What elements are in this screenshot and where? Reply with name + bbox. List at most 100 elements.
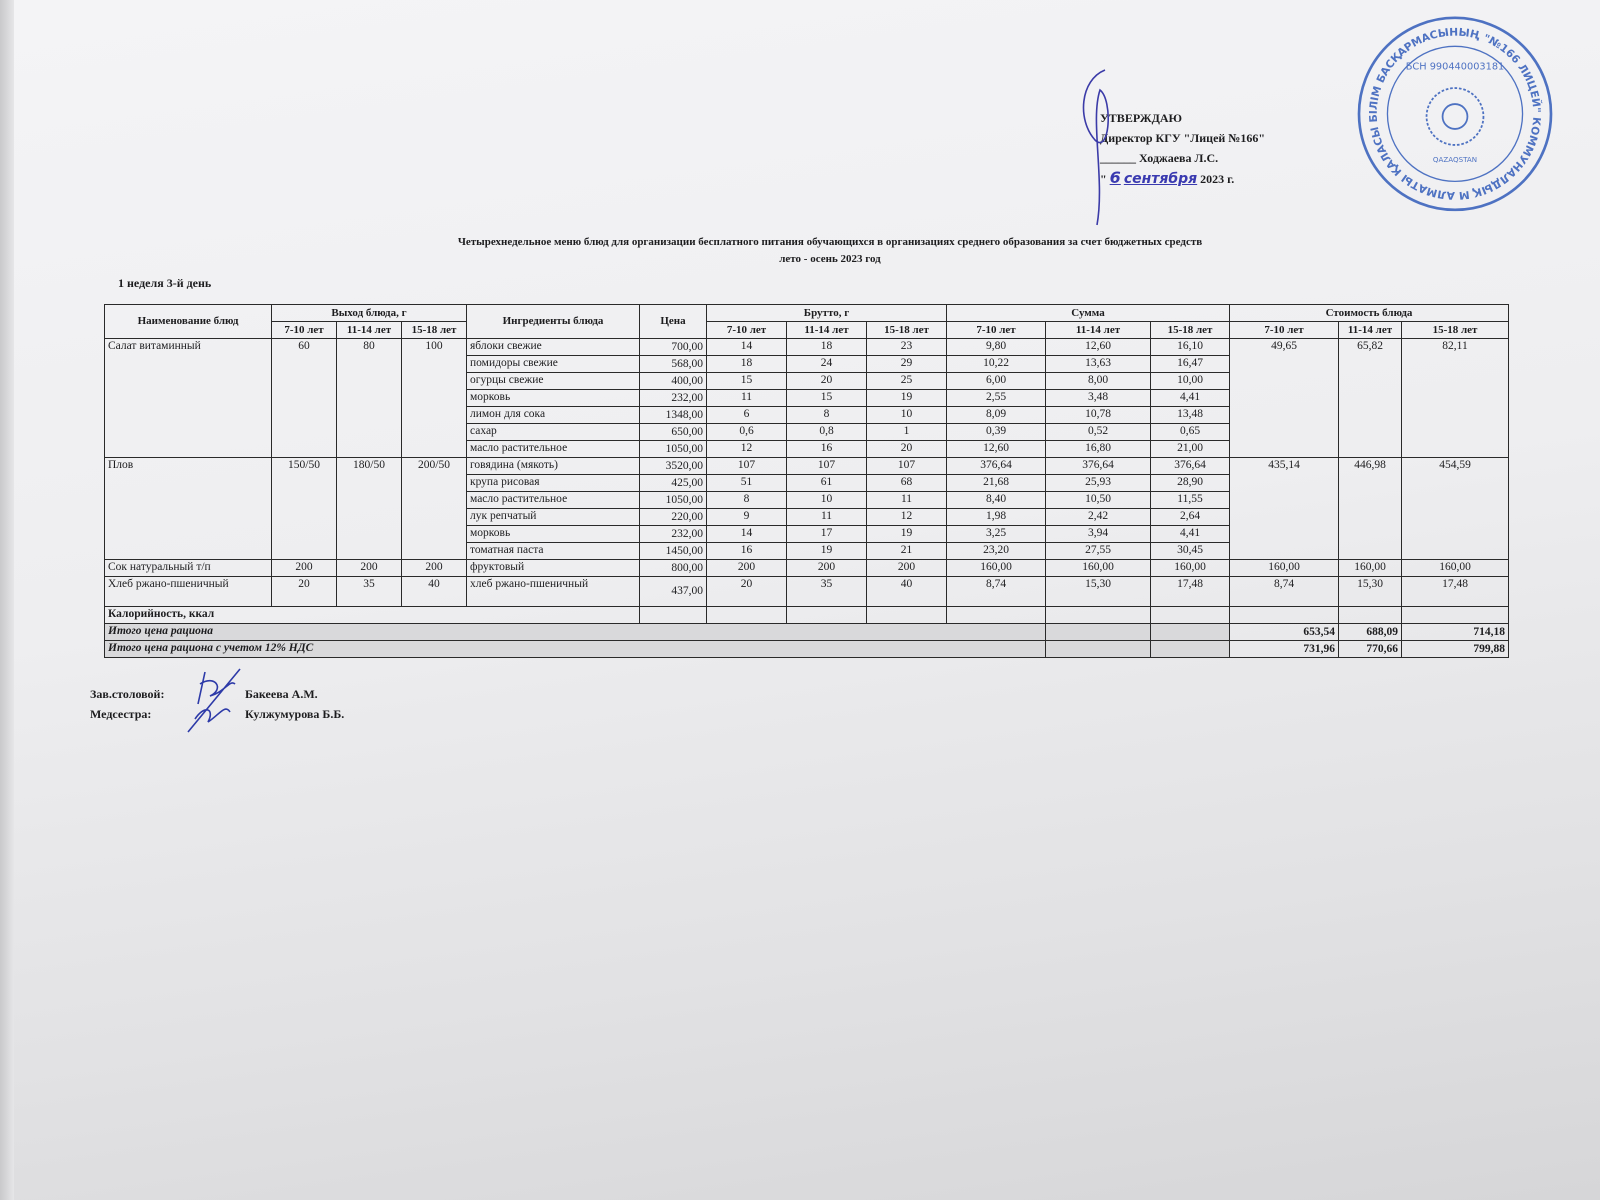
ingredient-brutto: 40 [866,576,947,607]
dish-output: 80 [336,338,402,458]
ingredient-price: 232,00 [639,389,707,407]
ingredient-sum: 15,30 [1045,576,1151,607]
total-vat-row-blank [1150,640,1230,658]
ingredient-sum: 25,93 [1045,474,1151,492]
ingredient-price: 568,00 [639,355,707,373]
dish-output: 200 [271,559,337,577]
ingredient-price: 232,00 [639,525,707,543]
table-row: помидоры свежие 568,00 18 24 29 10,22 13,63 16,… [105,355,1509,373]
dish-output: 200 [336,559,402,577]
ingredient-name: сахар [466,423,640,441]
total-vat-row-value: 799,88 [1401,640,1509,658]
dish-cost: 17,48 [1401,576,1509,607]
header-dish: Наименование блюд [104,304,272,339]
table-row: Хлеб ржано-пшеничный 20 35 40 хлеб ржано-пше… [104,576,1509,607]
header-age-cost: 11-14 лет [1338,321,1402,339]
ingredient-brutto: 200 [786,559,867,577]
total-vat-row-blank [1045,640,1151,658]
calories-cell [1401,606,1509,624]
document-title: Четырехнедельное меню блюд для организац… [100,234,1560,268]
ingredient-sum: 23,20 [946,542,1046,560]
dish-output: 20 [271,576,337,607]
dish-cost: 8,74 [1229,576,1339,607]
header-age-cost: 15-18 лет [1401,321,1509,339]
dish-output: 200/50 [401,457,467,560]
ingredient-sum: 4,41 [1150,525,1230,543]
total-row-value: 653,54 [1229,623,1339,641]
dish-output: 180/50 [336,457,402,560]
total-vat-row: Итого цена рациона с учетом 12% НДС 731,9… [104,640,1509,658]
ingredient-sum: 10,50 [1045,491,1151,509]
week-day-label: 1 неделя 3-й день [118,276,212,290]
handwritten-day: 6 [1109,168,1121,187]
dish-name: Салат витаминный [104,338,272,458]
ingredient-name: фруктовый [466,559,640,577]
ingredient-brutto: 11 [706,389,787,407]
stamp-country: QAZAQSTAN [1433,155,1477,164]
svg-text:АЛМАТЫ ҚАЛАСЫ БІЛІМ БАСҚАРМАСЫ: АЛМАТЫ ҚАЛАСЫ БІЛІМ БАСҚАРМАСЫНЫҢ "№166 … [1335,14,1543,202]
ingredient-brutto: 68 [866,474,947,492]
ingredient-price: 650,00 [639,423,707,441]
ingredient-sum: 3,94 [1045,525,1151,543]
header-age-sum: 11-14 лет [1045,321,1151,339]
ingredient-sum: 13,63 [1045,355,1151,373]
nurse-name: Кулжумурова Б.Б. [245,707,345,721]
header-age-brutto: 15-18 лет [866,321,947,339]
ingredient-brutto: 17 [786,525,867,543]
ingredient-brutto: 25 [866,372,947,390]
ingredient-name: крупа рисовая [466,474,640,492]
dish-cost: 82,11 [1401,338,1509,458]
title-line-1: Четырехнедельное меню блюд для организац… [457,236,1203,248]
header-age-output: 15-18 лет [401,321,467,339]
ingredient-brutto: 19 [866,525,947,543]
ingredient-sum: 10,22 [946,355,1046,373]
total-vat-row-value: 731,96 [1229,640,1339,658]
calories-cell [946,606,1046,624]
stamp-ring-text: АЛМАТЫ ҚАЛАСЫ БІЛІМ БАСҚАРМАСЫНЫҢ "№166 … [1335,14,1543,202]
ingredient-brutto: 0,6 [706,423,787,441]
ingredient-name: огурцы свежие [466,372,640,390]
ingredient-brutto: 15 [786,389,867,407]
ingredient-sum: 8,74 [946,576,1046,607]
ingredient-name: морковь [466,525,640,543]
dish-cost: 160,00 [1401,559,1509,577]
ingredient-sum: 1,98 [946,508,1046,526]
ingredient-sum: 160,00 [1150,559,1230,577]
dish-cost: 65,82 [1338,338,1402,458]
dish-cost: 435,14 [1229,457,1339,560]
ingredient-price: 800,00 [639,559,707,577]
title-line-2: лето - осень 2023 год [779,253,881,265]
ingredient-brutto: 19 [786,542,867,560]
dish-output: 200 [401,559,467,577]
ingredient-name: хлеб ржано-пшеничный [466,576,640,607]
canteen-head-label: Зав.столовой: [90,687,165,701]
approve-heading: УТВЕРЖДАЮ [1100,111,1183,125]
dish-cost: 446,98 [1338,457,1402,560]
ingredient-brutto: 107 [706,457,787,475]
ingredient-brutto: 20 [706,576,787,607]
staff-signatures [187,668,241,733]
dish-name: Сок натуральный т/п [104,559,272,577]
ingredient-name: лимон для сока [466,406,640,424]
ingredient-brutto: 29 [866,355,947,373]
table-row: Сок натуральный т/п 200 200 200 фруктовый 800… [104,559,1509,577]
header-cost: Стоимость блюда [1229,304,1509,322]
ingredient-sum: 13,48 [1150,406,1230,424]
header-age-output: 11-14 лет [336,321,402,339]
calories-label: Калорийность, ккал [104,606,640,624]
header-age-sum: 15-18 лет [1150,321,1230,339]
header-age-brutto: 7-10 лет [706,321,787,339]
ingredient-brutto: 19 [866,389,947,407]
ingredient-brutto: 10 [786,491,867,509]
dish-output: 40 [401,576,467,607]
calories-cell [866,606,947,624]
calories-cell [1150,606,1230,624]
ingredient-brutto: 107 [786,457,867,475]
ingredient-brutto: 18 [706,355,787,373]
ingredient-name: масло растительное [466,440,640,458]
ingredient-sum: 9,80 [946,338,1046,356]
ingredient-brutto: 1 [866,423,947,441]
ingredient-brutto: 20 [786,372,867,390]
ingredient-name: помидоры свежие [466,355,640,373]
ingredient-sum: 2,42 [1045,508,1151,526]
